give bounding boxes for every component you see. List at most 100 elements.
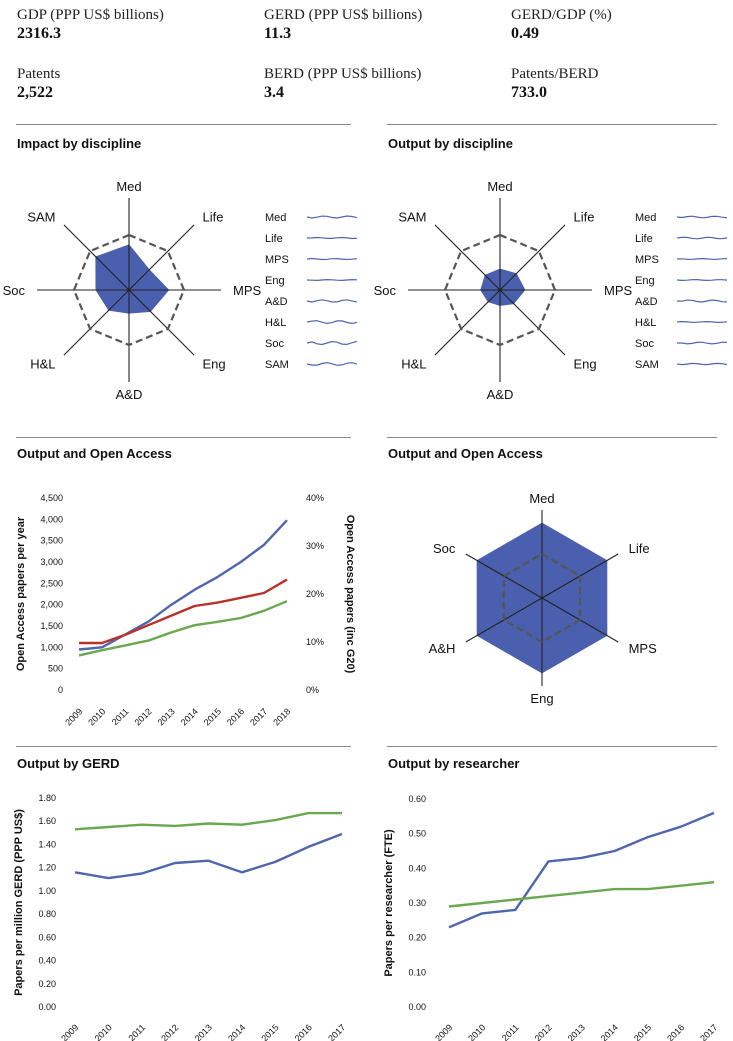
y-axis-label: Open Access papers per year [15, 516, 27, 671]
radar-axis-sam [63, 224, 130, 291]
legend-sparkline-mps [676, 257, 728, 260]
y-axis-label: Papers per million GERD (PPP US$) [13, 809, 25, 996]
x-tick-label: 2015 [632, 1022, 653, 1041]
x-tick-label: 2011 [126, 1022, 147, 1041]
impact-title: Impact by discipline [17, 136, 142, 151]
y-tick-label: 0.30 [408, 898, 426, 908]
x-tick-label: 2011 [110, 706, 131, 727]
legend-label-life: Life [265, 233, 283, 245]
x-tick-label: 2016 [225, 706, 246, 727]
open-access-line-chart: 0 500 1,000 1,500 2,000 2,500 3,000 3,500 4,000 4… [15, 493, 356, 728]
radar-axis-hl [434, 289, 501, 356]
stat-label: GERD/GDP (%) [511, 7, 612, 23]
radar-label-eng: Eng [203, 357, 226, 372]
radar-reference-ring [72, 233, 186, 347]
radar-label-life: Life [574, 210, 595, 225]
stat-value: 733.0 [511, 84, 547, 101]
legend-label-life: Life [635, 233, 653, 245]
x-tick-label: 2014 [179, 706, 200, 727]
researcher-line-chart: 0.00 0.10 0.20 0.30 0.40 0.50 0.60 2009 2010 2011… [383, 794, 719, 1041]
legend-label-med: Med [635, 212, 656, 224]
stat-label: GDP (PPP US$ billions) [17, 7, 164, 23]
radar-axis-eng [128, 289, 195, 356]
radar-axis-life [541, 553, 619, 599]
y-tick-label: 0.10 [408, 967, 426, 977]
y-tick-label: 1.60 [38, 816, 56, 826]
radar-axis-ah [465, 597, 543, 643]
x-tick-label: 2017 [326, 1022, 347, 1041]
y2-tick-label: 0% [306, 685, 319, 695]
x-tick-label: 2011 [500, 1022, 521, 1041]
radar-label-eng: Eng [574, 357, 597, 372]
radar-label-ah: A&H [429, 641, 456, 656]
legend-sparkline-sam [676, 362, 728, 366]
legend-sparkline-hl [676, 320, 728, 324]
stat-patents: Patents 2,522 [17, 66, 60, 102]
radar-label-life: Life [629, 541, 650, 556]
legend-label-hl: H&L [635, 317, 656, 329]
legend-sparkline-soc [677, 341, 728, 345]
divider [16, 746, 351, 747]
x-tick-label: 2009 [63, 706, 84, 727]
stat-berd: BERD (PPP US$ billions) 3.4 [264, 66, 421, 102]
y-tick-label: 0.00 [38, 1002, 56, 1012]
radar-label-eng: Eng [530, 691, 553, 706]
radar-axis-life [499, 224, 566, 291]
oa-line-title: Output and Open Access [17, 446, 172, 461]
legend-sparkline-sam [306, 361, 358, 366]
x-tick-label: 2016 [665, 1022, 686, 1041]
stat-gerd-gdp: GERD/GDP (%) 0.49 [511, 7, 612, 43]
series-line-open-access-papers [78, 519, 288, 651]
y-tick-label: 0.20 [408, 933, 426, 943]
x-tick-label: 2014 [226, 1022, 247, 1041]
y-tick-label: 0 [58, 685, 63, 695]
open-access-radar-chart: Med Life MPS Eng A&H Soc [429, 491, 658, 706]
legend-label-soc: Soc [635, 338, 654, 350]
radar-label-soc: Soc [374, 283, 397, 298]
stat-label: GERD (PPP US$ billions) [264, 7, 423, 23]
stat-gerd: GERD (PPP US$ billions) 11.3 [264, 7, 422, 43]
stat-value: 2,522 [17, 84, 53, 101]
stat-value: 11.3 [264, 25, 292, 42]
y-tick-label: 0.40 [408, 863, 426, 873]
radar-axis-soc [465, 553, 543, 599]
divider [16, 124, 351, 125]
legend-sparkline-soc [306, 340, 358, 346]
y2-tick-label: 40% [306, 493, 324, 503]
x-tick-label: 2010 [466, 1022, 487, 1041]
y2-tick-label: 10% [306, 637, 324, 647]
radar-label-ad: A&D [487, 387, 514, 402]
gerd-title: Output by GERD [17, 756, 120, 771]
legend-label-soc: Soc [265, 338, 284, 350]
x-tick-label: 2012 [159, 1022, 180, 1041]
y-tick-label: 1,000 [40, 642, 63, 652]
y-tick-label: 1,500 [40, 621, 63, 631]
y2-tick-label: 30% [306, 541, 324, 551]
x-tick-label: 2018 [271, 706, 292, 727]
y-tick-label: 3,500 [40, 536, 63, 546]
x-tick-label: 2013 [156, 706, 177, 727]
legend-sparkline-eng [306, 278, 358, 282]
y-tick-label: 1.00 [38, 886, 56, 896]
legend-label-med: Med [265, 212, 286, 224]
legend-label-ad: A&D [265, 296, 288, 308]
radar-value-area [95, 244, 170, 314]
y-tick-label: 1.20 [38, 863, 56, 873]
series-line-comparator [448, 881, 715, 908]
legend-label-mps: MPS [265, 254, 289, 266]
series-line-comparator [74, 811, 342, 831]
x-tick-label: 2015 [259, 1022, 280, 1041]
radar-label-sam: SAM [27, 210, 55, 225]
x-tick-label: 2009 [433, 1022, 454, 1041]
legend-sparkline-life [676, 236, 728, 240]
radar-label-mps: MPS [233, 283, 262, 298]
legend-sparkline-mps [306, 257, 358, 261]
series-line-country [74, 832, 343, 880]
y2-tick-label: 20% [306, 589, 324, 599]
radar-label-hl: H&L [30, 357, 55, 372]
y-tick-label: 2,000 [40, 600, 63, 610]
radar-label-med: Med [487, 179, 512, 194]
y-tick-label: 0.80 [38, 909, 56, 919]
radar-label-mps: MPS [629, 641, 658, 656]
